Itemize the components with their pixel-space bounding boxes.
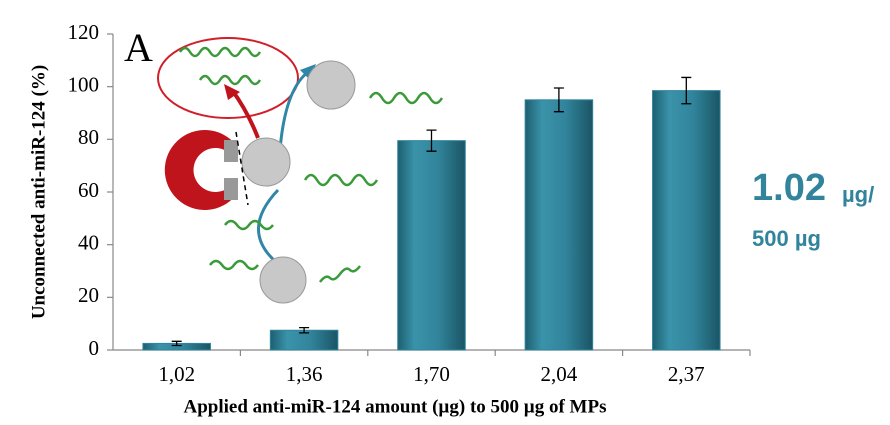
annotation-value: 1.02 bbox=[752, 167, 826, 209]
x-tick-label: 1,70 bbox=[413, 362, 450, 386]
annotation-line2: 500 µg bbox=[752, 226, 821, 251]
y-tick-label: 120 bbox=[68, 20, 100, 44]
error-bar bbox=[553, 87, 564, 113]
y-axis-label: Unconnected anti-miR-124 (%) bbox=[28, 65, 49, 319]
bar bbox=[524, 99, 594, 351]
bar bbox=[397, 140, 466, 351]
panel-label: A bbox=[124, 25, 153, 70]
x-tick-label: 1,02 bbox=[158, 362, 195, 386]
x-tick-label: 2,37 bbox=[668, 362, 705, 386]
x-axis-label: Applied anti-miR-124 amount (µg) to 500 … bbox=[184, 396, 607, 417]
y-tick-label: 20 bbox=[78, 283, 99, 307]
x-tick-label: 2,04 bbox=[541, 362, 578, 386]
error-bar bbox=[171, 340, 182, 347]
y-tick-label: 80 bbox=[78, 125, 99, 149]
annotation-unit: µg/ bbox=[842, 182, 874, 207]
x-tick-label: 1,36 bbox=[286, 362, 323, 386]
y-tick-label: 0 bbox=[89, 336, 100, 360]
y-tick-label: 100 bbox=[68, 72, 100, 96]
error-bar bbox=[299, 326, 310, 334]
y-tick-label: 40 bbox=[78, 230, 99, 254]
error-bar bbox=[681, 76, 692, 105]
error-bar bbox=[426, 129, 437, 152]
bar bbox=[652, 90, 721, 351]
illustration bbox=[157, 37, 444, 304]
y-tick-label: 60 bbox=[78, 178, 99, 202]
